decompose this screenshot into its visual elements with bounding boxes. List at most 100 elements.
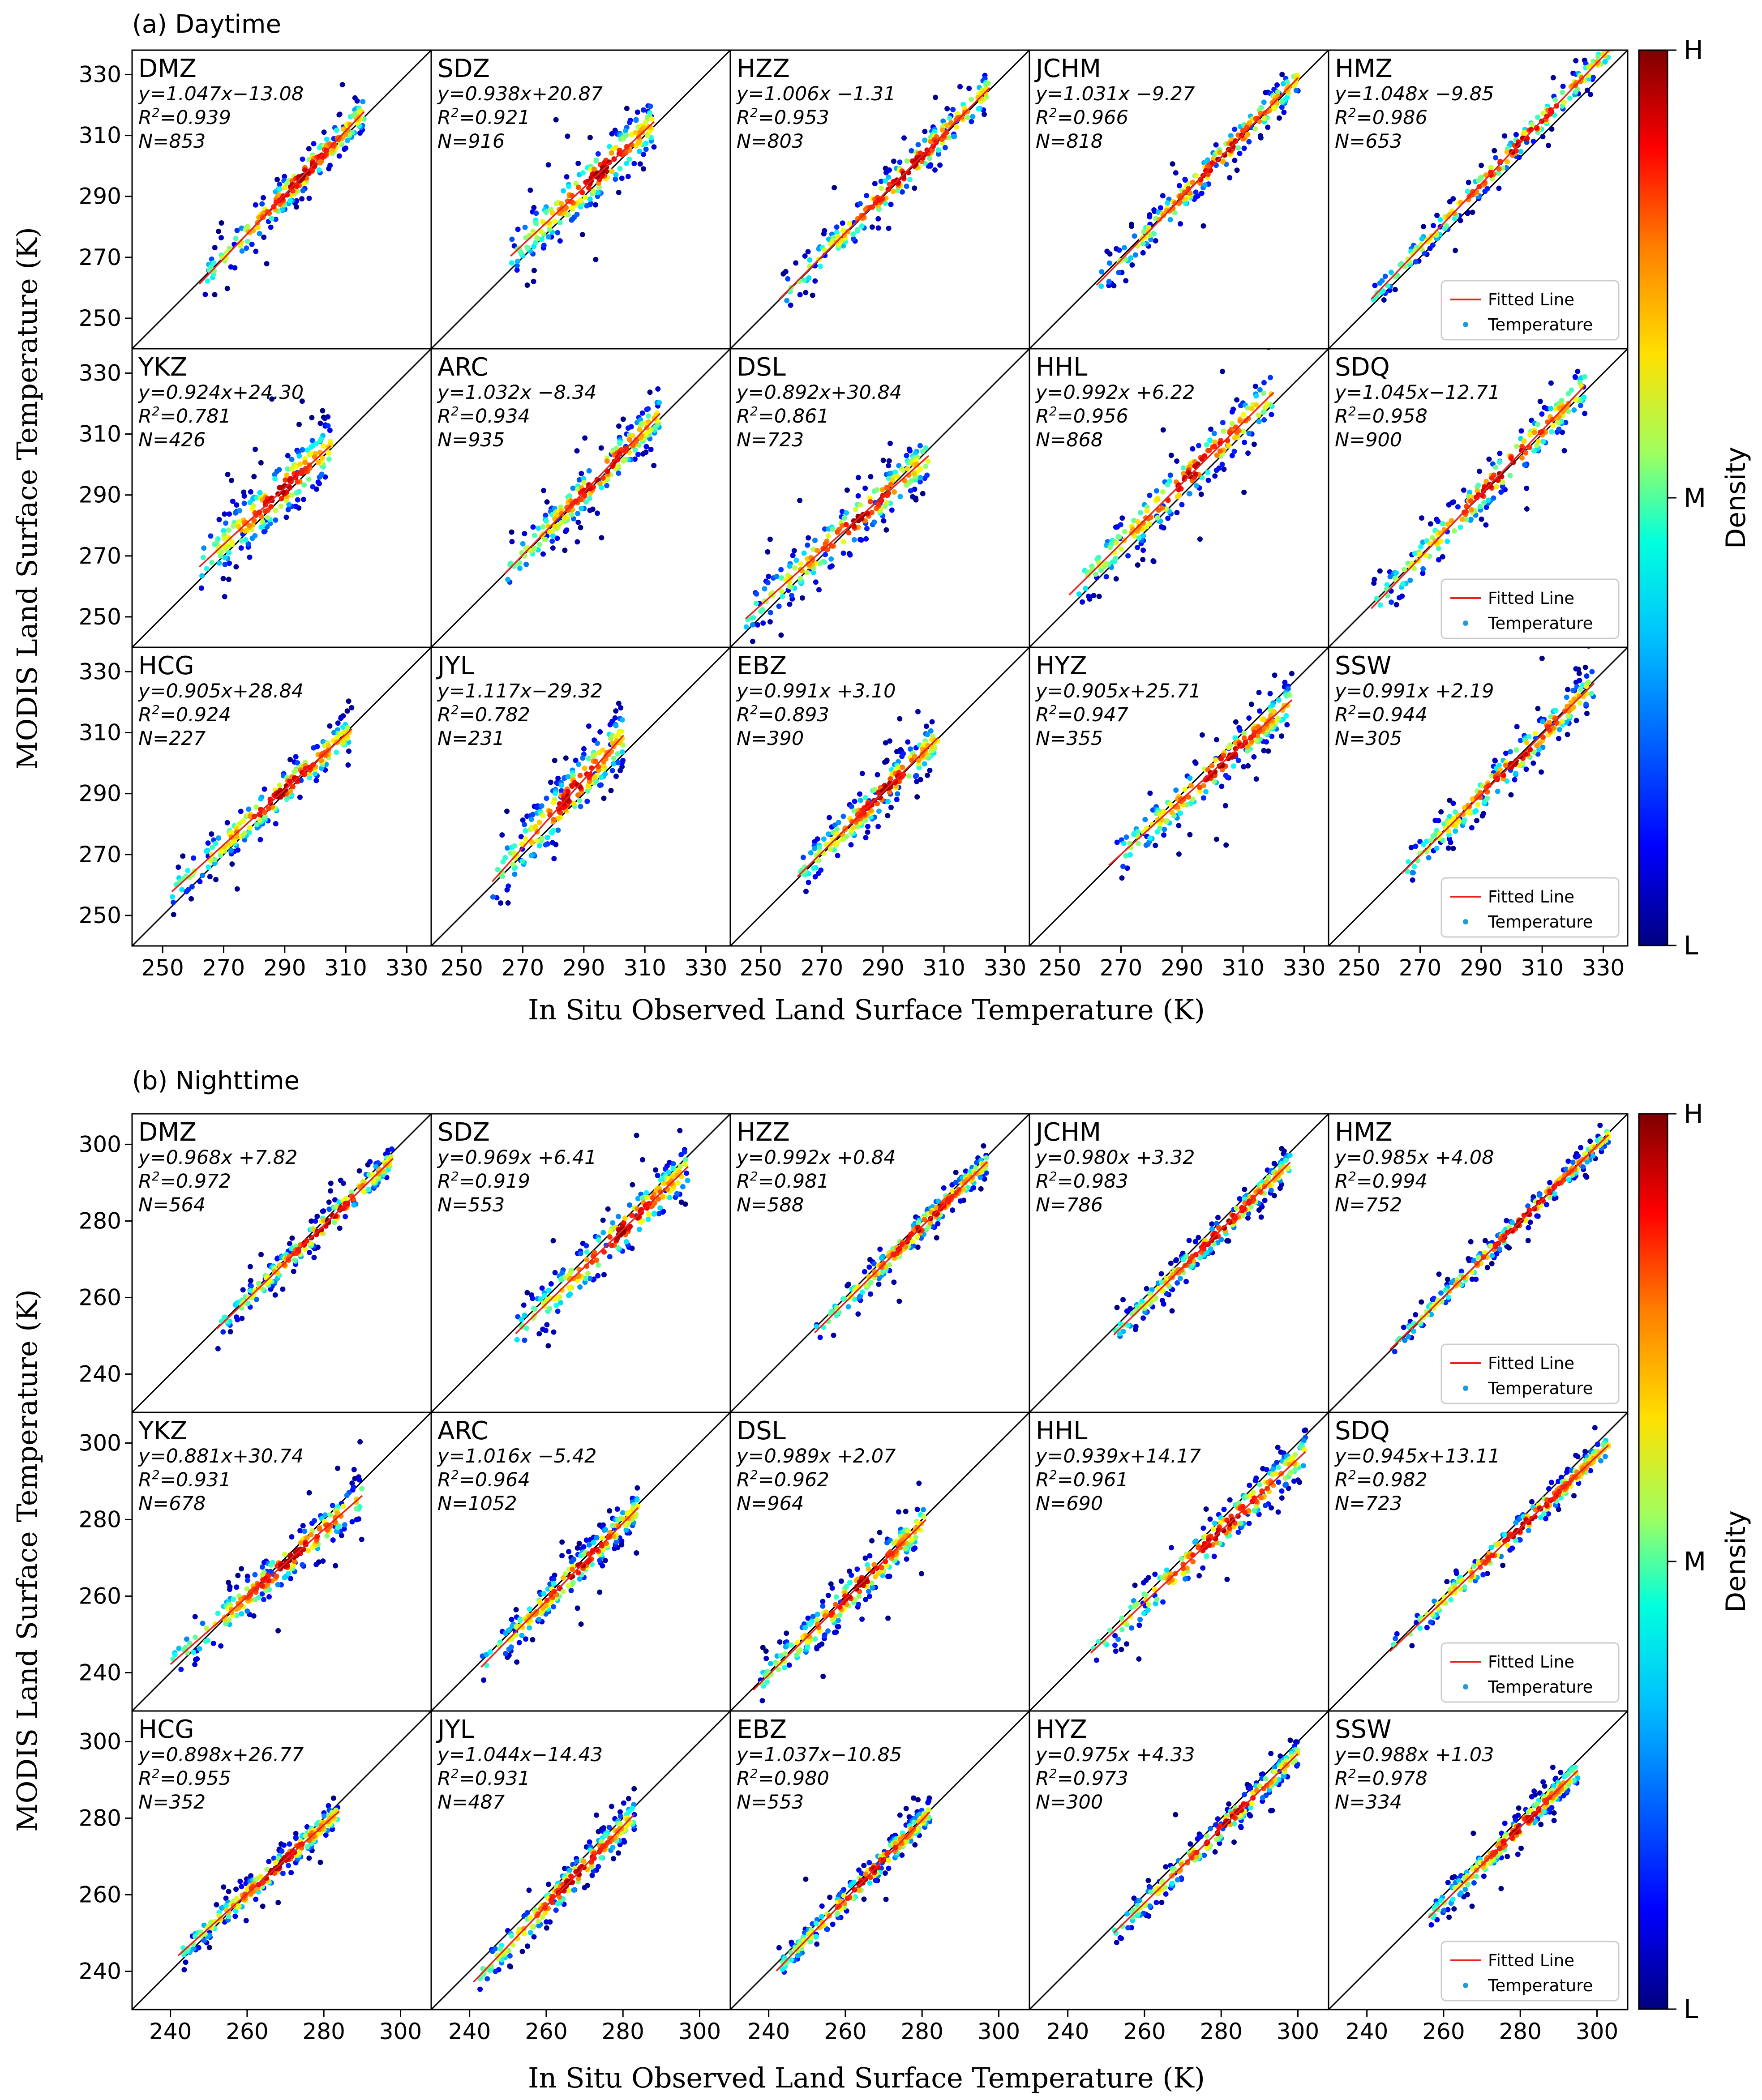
data-point [285, 507, 291, 513]
data-point [532, 1306, 538, 1312]
data-point [1161, 1301, 1166, 1307]
data-point [1582, 411, 1588, 416]
data-point [640, 1157, 645, 1163]
data-point [552, 1270, 558, 1275]
data-point [274, 1256, 280, 1262]
data-point [890, 188, 896, 194]
data-point [562, 547, 568, 553]
sample-count-value: 227 [169, 727, 206, 750]
data-point [326, 1199, 332, 1205]
data-point [1149, 1287, 1155, 1293]
data-point [847, 552, 853, 558]
fitted-line [504, 413, 661, 575]
x-tick-label: 310 [922, 955, 965, 981]
data-point [558, 520, 564, 526]
data-point [1251, 754, 1257, 760]
data-point [875, 824, 881, 830]
data-point [617, 166, 623, 171]
data-point [1142, 1309, 1148, 1315]
data-point [312, 771, 318, 777]
data-point [1106, 278, 1112, 284]
data-point [574, 448, 580, 454]
plot-area [1329, 349, 1628, 647]
data-point [1477, 504, 1483, 509]
data-point [883, 740, 888, 746]
r-squared-equals: = [1057, 1170, 1073, 1193]
data-point [264, 261, 270, 267]
data-point [953, 1180, 959, 1185]
data-point [1199, 456, 1205, 462]
data-point [313, 778, 319, 783]
data-point [859, 223, 865, 229]
data-point [332, 1197, 338, 1203]
data-point [1208, 426, 1214, 432]
data-point [839, 836, 845, 842]
data-point [1535, 422, 1540, 428]
data-point [239, 225, 244, 231]
data-point [325, 414, 331, 420]
data-point [1496, 185, 1502, 191]
data-point [523, 561, 529, 567]
r-squared-value: 0.919 [475, 1170, 530, 1193]
data-point [269, 216, 274, 221]
data-point [629, 1213, 635, 1219]
data-point [1174, 458, 1180, 464]
data-point [1588, 92, 1594, 97]
data-point [229, 861, 235, 867]
data-point [1423, 552, 1429, 558]
data-point [1466, 180, 1471, 185]
station-name: HZZ [737, 54, 790, 83]
data-point [317, 420, 323, 426]
station-name: SSW [1335, 651, 1391, 680]
data-point [941, 1185, 947, 1191]
data-point [851, 523, 857, 529]
data-point [1209, 1226, 1215, 1232]
data-point [1211, 431, 1217, 436]
data-point [258, 796, 264, 802]
r-squared-equals: = [758, 107, 774, 129]
data-point [1241, 489, 1247, 495]
data-point [189, 884, 195, 890]
y-tick-label: 290 [79, 781, 121, 807]
data-point [648, 447, 654, 452]
data-point [624, 161, 630, 166]
data-point [593, 158, 599, 164]
data-point [826, 841, 832, 847]
data-point [1120, 864, 1126, 869]
data-point [1229, 409, 1235, 415]
data-point [1208, 1246, 1213, 1252]
data-point [1434, 213, 1440, 218]
data-point [851, 236, 856, 242]
data-point [1281, 1164, 1287, 1170]
data-point [1586, 680, 1592, 685]
data-point [530, 1296, 536, 1301]
scatter-points [198, 396, 333, 599]
data-point [950, 1207, 956, 1213]
data-point [1591, 74, 1596, 80]
data-point [1573, 397, 1579, 403]
data-point [238, 808, 244, 814]
data-point [544, 499, 550, 505]
data-point [1472, 809, 1478, 815]
data-point [886, 226, 892, 231]
r-squared-prefix: R [737, 107, 750, 129]
data-point [256, 1281, 262, 1287]
data-point [522, 1312, 527, 1318]
data-point [944, 106, 950, 111]
data-point [211, 260, 217, 266]
data-point [766, 573, 772, 579]
data-point [524, 282, 530, 288]
data-point [212, 857, 218, 863]
r-squared-value: 0.981 [774, 1170, 829, 1193]
data-point [251, 518, 257, 523]
data-point [867, 499, 873, 505]
data-point [284, 472, 290, 478]
data-point [600, 1230, 606, 1236]
regression-equation: y=1.006x −1.31 [736, 83, 896, 105]
data-point [1503, 750, 1509, 756]
data-point [209, 831, 214, 837]
data-point [253, 202, 258, 208]
data-point [1244, 748, 1250, 754]
data-point [219, 220, 224, 226]
panels-layer: DMZy=1.047x−13.08R2=0.939N=8532502702903… [79, 49, 1629, 2044]
